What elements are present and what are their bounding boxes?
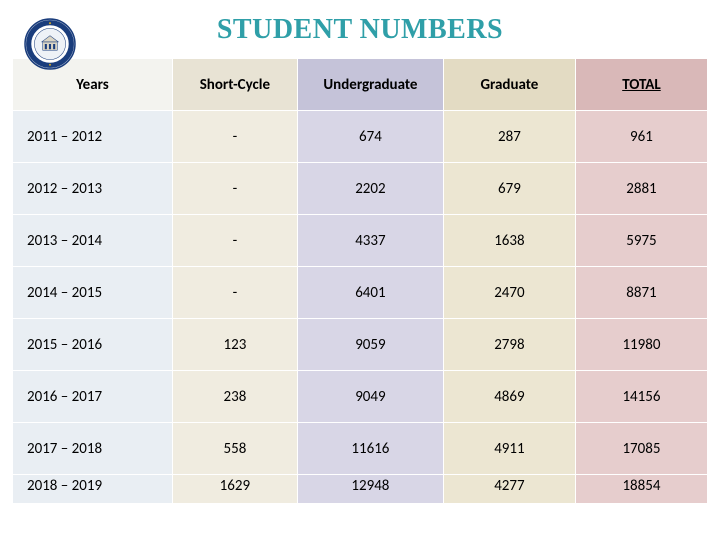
student-numbers-table: Years Short-Cycle Undergraduate Graduate…	[12, 58, 708, 503]
cell-ug: 12948	[297, 475, 443, 503]
table-row: 2017 – 201855811616491117085	[13, 423, 708, 475]
cell-ug: 674	[297, 111, 443, 163]
cell-year: 2014 – 2015	[13, 267, 173, 319]
cell-ug: 9059	[297, 319, 443, 371]
cell-tot: 8871	[575, 267, 707, 319]
cell-gr: 287	[443, 111, 575, 163]
cell-year: 2016 – 2017	[13, 371, 173, 423]
cell-year: 2013 – 2014	[13, 215, 173, 267]
student-numbers-table-container: Years Short-Cycle Undergraduate Graduate…	[0, 58, 720, 503]
cell-year: 2012 – 2013	[13, 163, 173, 215]
cell-sc: 1629	[172, 475, 297, 503]
table-row: 2015 – 20161239059279811980	[13, 319, 708, 371]
table-header-row: Years Short-Cycle Undergraduate Graduate…	[13, 59, 708, 111]
cell-sc: -	[172, 163, 297, 215]
table-row: 2014 – 2015-640124708871	[13, 267, 708, 319]
col-header-undergraduate: Undergraduate	[297, 59, 443, 111]
cell-tot: 961	[575, 111, 707, 163]
cell-gr: 4911	[443, 423, 575, 475]
table-row: 2013 – 2014-433716385975	[13, 215, 708, 267]
cell-sc: 123	[172, 319, 297, 371]
col-header-short-cycle: Short-Cycle	[172, 59, 297, 111]
col-header-total: TOTAL	[575, 59, 707, 111]
cell-gr: 679	[443, 163, 575, 215]
cell-tot: 2881	[575, 163, 707, 215]
cell-gr: 2470	[443, 267, 575, 319]
cell-year: 2011 – 2012	[13, 111, 173, 163]
cell-sc: -	[172, 111, 297, 163]
cell-ug: 6401	[297, 267, 443, 319]
cell-ug: 2202	[297, 163, 443, 215]
col-header-graduate: Graduate	[443, 59, 575, 111]
page-title: STUDENT NUMBERS	[0, 0, 720, 58]
cell-tot: 5975	[575, 215, 707, 267]
cell-year: 2017 – 2018	[13, 423, 173, 475]
cell-sc: -	[172, 267, 297, 319]
cell-year: 2015 – 2016	[13, 319, 173, 371]
cell-ug: 9049	[297, 371, 443, 423]
table-row: 2011 – 2012-674287961	[13, 111, 708, 163]
cell-sc: 238	[172, 371, 297, 423]
cell-ug: 4337	[297, 215, 443, 267]
cell-sc: -	[172, 215, 297, 267]
cell-gr: 1638	[443, 215, 575, 267]
university-logo	[24, 18, 76, 70]
cell-gr: 2798	[443, 319, 575, 371]
cell-gr: 4869	[443, 371, 575, 423]
cell-tot: 11980	[575, 319, 707, 371]
cell-year: 2018 – 2019	[13, 475, 173, 503]
cell-tot: 17085	[575, 423, 707, 475]
cell-ug: 11616	[297, 423, 443, 475]
cell-sc: 558	[172, 423, 297, 475]
cell-tot: 14156	[575, 371, 707, 423]
table-row: 2018 – 2019162912948427718854	[13, 475, 708, 503]
table-row: 2016 – 20172389049486914156	[13, 371, 708, 423]
cell-tot: 18854	[575, 475, 707, 503]
table-row: 2012 – 2013-22026792881	[13, 163, 708, 215]
cell-gr: 4277	[443, 475, 575, 503]
